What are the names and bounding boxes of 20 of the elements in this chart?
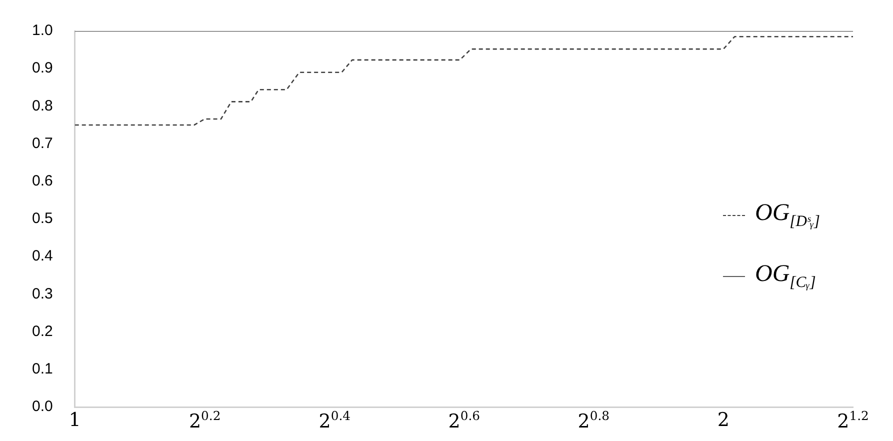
x-tick-label: 1 xyxy=(68,409,81,431)
y-tick-label: 0.6 xyxy=(32,172,53,190)
x-tick-label: 2$^{1.2}$ xyxy=(837,409,869,432)
legend-label: OG$_{[Dˢᵧ]}$ xyxy=(755,200,820,231)
x-tick-label: 2$^{0.2}$ xyxy=(188,409,221,432)
x-tick-label: 2 xyxy=(717,409,730,431)
y-tick-label: 0.2 xyxy=(32,322,53,340)
legend-label: OG$_{[Cᵧ]}$ xyxy=(755,260,816,292)
y-tick-label: 0.0 xyxy=(32,398,53,416)
x-tick-label: 2$^{0.6}$ xyxy=(448,409,480,432)
x-tick-label: 2$^{0.8}$ xyxy=(578,409,610,432)
y-tick-label: 0.4 xyxy=(32,248,53,265)
y-tick-label: 1.0 xyxy=(32,22,53,40)
y-tick-label: 0.5 xyxy=(32,210,53,228)
y-tick-label: 0.1 xyxy=(32,360,53,378)
y-tick-label: 0.9 xyxy=(32,60,53,77)
y-tick-label: 0.8 xyxy=(32,97,53,114)
y-tick-label: 0.7 xyxy=(32,134,53,152)
y-tick-label: 0.3 xyxy=(32,285,53,302)
x-tick-label: 2$^{0.4}$ xyxy=(318,409,350,432)
